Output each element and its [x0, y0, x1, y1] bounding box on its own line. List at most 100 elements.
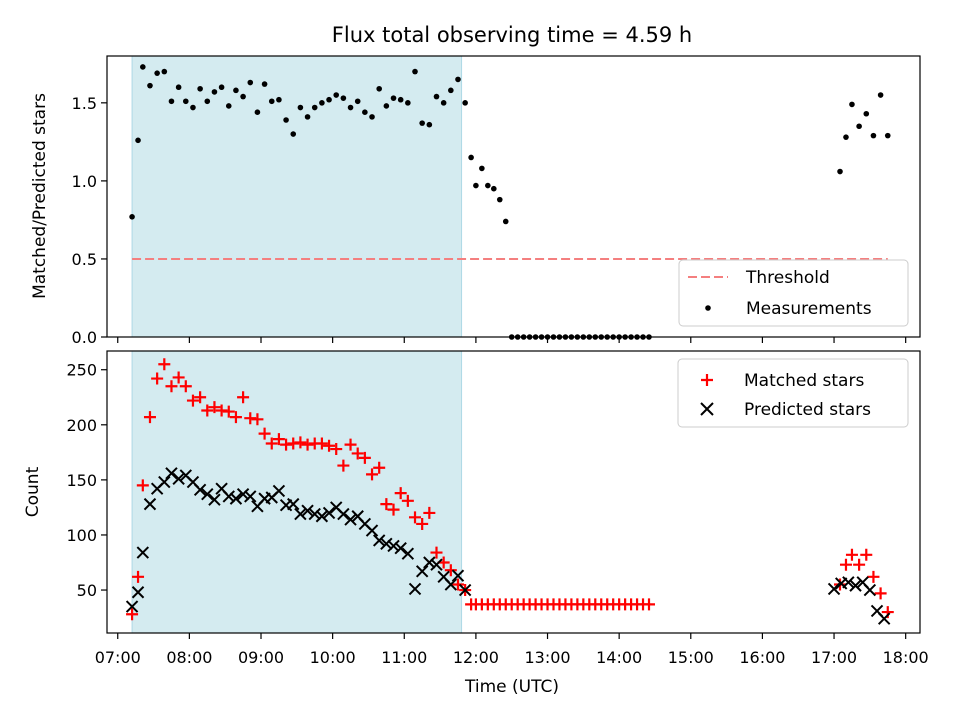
observing-interval-shade: [131, 55, 463, 338]
legend-matched-swatch: [701, 374, 713, 386]
measurement-point: [448, 87, 454, 94]
legend-matched-label: Matched stars: [744, 371, 864, 391]
measurement-point: [440, 100, 447, 106]
matched-stars-point: [126, 608, 139, 621]
count-legend-box: [677, 358, 909, 428]
x-tick-label: 13:00: [524, 648, 570, 667]
matched-stars-point: [258, 427, 271, 440]
measurement-point: [347, 104, 354, 111]
measurement-point: [870, 132, 877, 139]
ratio-y-tick-label: 0.0: [72, 328, 97, 347]
matched-stars-point: [874, 587, 887, 600]
matched-stars-point: [265, 437, 278, 450]
matched-stars-point: [165, 380, 178, 393]
measurement-point: [433, 93, 440, 100]
matched-stars-point: [272, 433, 285, 446]
measurement-point: [283, 117, 289, 123]
matched-stars-point: [294, 436, 307, 449]
measurement-point: [419, 120, 425, 126]
ratio-plot-frame: [106, 55, 921, 338]
matched-stars-point: [401, 494, 414, 507]
count-legend: Matched stars Predicted stars: [677, 358, 909, 428]
measurement-point: [197, 85, 203, 92]
measurement-point: [837, 168, 843, 175]
measurement-point: [405, 100, 411, 106]
predicted-stars-point: [287, 497, 300, 511]
matched-stars-point: [337, 459, 350, 472]
measurement-point: [473, 182, 479, 189]
predicted-stars-point: [272, 484, 286, 498]
measurement-point: [376, 85, 382, 92]
measurement-point: [276, 96, 282, 103]
ratio-y-tick-label: 1.0: [72, 172, 97, 191]
matched-stars-point: [373, 461, 386, 474]
measurement-point: [311, 104, 318, 111]
predicted-stars-point: [444, 578, 458, 591]
ratio-y-tick-label: 0.5: [72, 250, 97, 269]
ratio-axes: 0.0 0.5 1.0 1.5: [72, 55, 921, 347]
predicted-stars-point: [131, 586, 145, 599]
matched-stars-point: [186, 394, 199, 407]
measurement-point: [190, 104, 196, 111]
matched-stars-point: [158, 358, 171, 371]
matched-stars-point: [229, 411, 242, 424]
predicted-stars-point: [125, 600, 139, 613]
measurement-point: [319, 100, 325, 106]
matched-stars-point: [323, 439, 336, 452]
matched-stars-point: [344, 438, 357, 451]
measurement-point: [877, 92, 884, 98]
measurement-point: [154, 70, 160, 76]
predicted-stars-point: [387, 539, 400, 553]
predicted-stars-point: [208, 493, 221, 506]
x-tick-label: 11:00: [381, 648, 427, 667]
predicted-stars-point: [842, 576, 855, 589]
x-tick-label: 10:00: [310, 648, 356, 667]
measurement-point: [849, 101, 855, 108]
matched-stars-point: [423, 506, 436, 519]
matched-stars-point: [251, 413, 264, 426]
matched-stars-point: [315, 437, 328, 450]
predicted-stars-point: [165, 467, 178, 480]
matched-stars-point: [244, 412, 257, 425]
predicted-stars-point: [193, 483, 207, 497]
matched-stars-point: [430, 546, 443, 559]
chart-title: Flux total observing time = 4.59 h: [332, 23, 692, 47]
predicted-stars-point: [401, 547, 415, 560]
predicted-stars-point: [827, 582, 841, 596]
measurement-point: [211, 89, 218, 95]
measurement-point: [129, 213, 135, 220]
predicted-stars-point: [877, 612, 891, 625]
matched-stars-point: [867, 570, 880, 583]
x-tick-label: 14:00: [596, 648, 642, 667]
count-y-tick-label: 50: [77, 581, 97, 600]
measurement-point: [225, 103, 232, 109]
measurement-point: [175, 84, 182, 91]
predicted-stars-point: [451, 569, 465, 582]
predicted-stars-point: [136, 546, 150, 559]
predicted-stars-point: [849, 579, 862, 592]
measurement-point: [182, 98, 189, 105]
legend-measurements-label: Measurements: [746, 299, 872, 319]
predicted-stars-point: [415, 565, 429, 578]
x-tick-label: 16:00: [739, 648, 785, 667]
count-y-tick-label: 100: [66, 526, 97, 545]
x-tick-label: 17:00: [811, 648, 857, 667]
measurement-point: [340, 95, 347, 101]
matched-stars-point: [215, 404, 228, 417]
measurement-point: [326, 96, 332, 103]
matched-stars-point: [839, 558, 852, 571]
measurement-point: [147, 82, 153, 89]
matched-stars-point: [853, 558, 866, 571]
measurement-point: [135, 137, 141, 144]
predicted-stars-point: [863, 583, 877, 597]
bottom-y-axis-label: Count: [23, 466, 43, 517]
matched-stars-point: [444, 564, 457, 577]
predicted-stars-point: [222, 490, 235, 503]
x-tick-label: 15:00: [668, 648, 714, 667]
predicted-stars-point: [294, 507, 307, 521]
measurement-point: [233, 87, 239, 94]
measurement-point: [304, 114, 311, 120]
count-plot-frame: [106, 350, 921, 634]
measurement-point: [168, 98, 175, 105]
